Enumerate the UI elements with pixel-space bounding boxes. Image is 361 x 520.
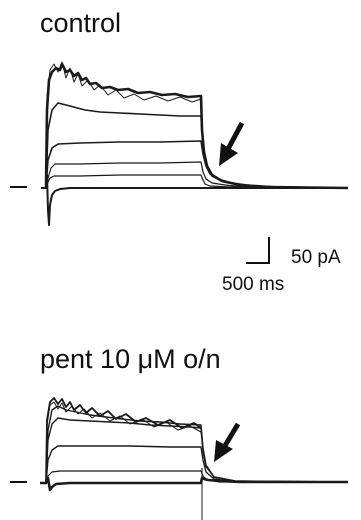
control-trace-baseline (41, 174, 348, 226)
control-trace-family (41, 61, 349, 226)
pent-trace-2 (45, 445, 348, 484)
pent-trace-1 (45, 470, 348, 484)
pent-panel (10, 397, 349, 520)
pent-arrow-shaft (220, 422, 241, 451)
pent-trace-6 (45, 401, 349, 484)
arrow-icon (219, 143, 238, 166)
control-trace-2 (45, 161, 348, 189)
control-panel (10, 61, 349, 226)
pent-trace-family (40, 397, 349, 520)
scale-bar (246, 237, 270, 264)
pent-trace-baseline (40, 476, 348, 492)
pent-arrow (214, 422, 241, 462)
control-trace-5 (44, 62, 349, 190)
pent-trace-3 (45, 417, 349, 484)
control-trace-3 (45, 140, 349, 189)
scale-bar-current-label: 50 pA (291, 247, 341, 268)
control-trace-1 (45, 174, 348, 189)
panel-title-control: control (40, 8, 122, 38)
control-arrow-shaft (224, 121, 245, 153)
control-arrow (219, 121, 245, 166)
control-trace-6 (45, 61, 202, 189)
scale-bar-time-label: 500 ms (222, 274, 285, 295)
panel-title-pent: pent 10 μM o/n (40, 344, 221, 374)
arrow-icon (214, 440, 233, 462)
